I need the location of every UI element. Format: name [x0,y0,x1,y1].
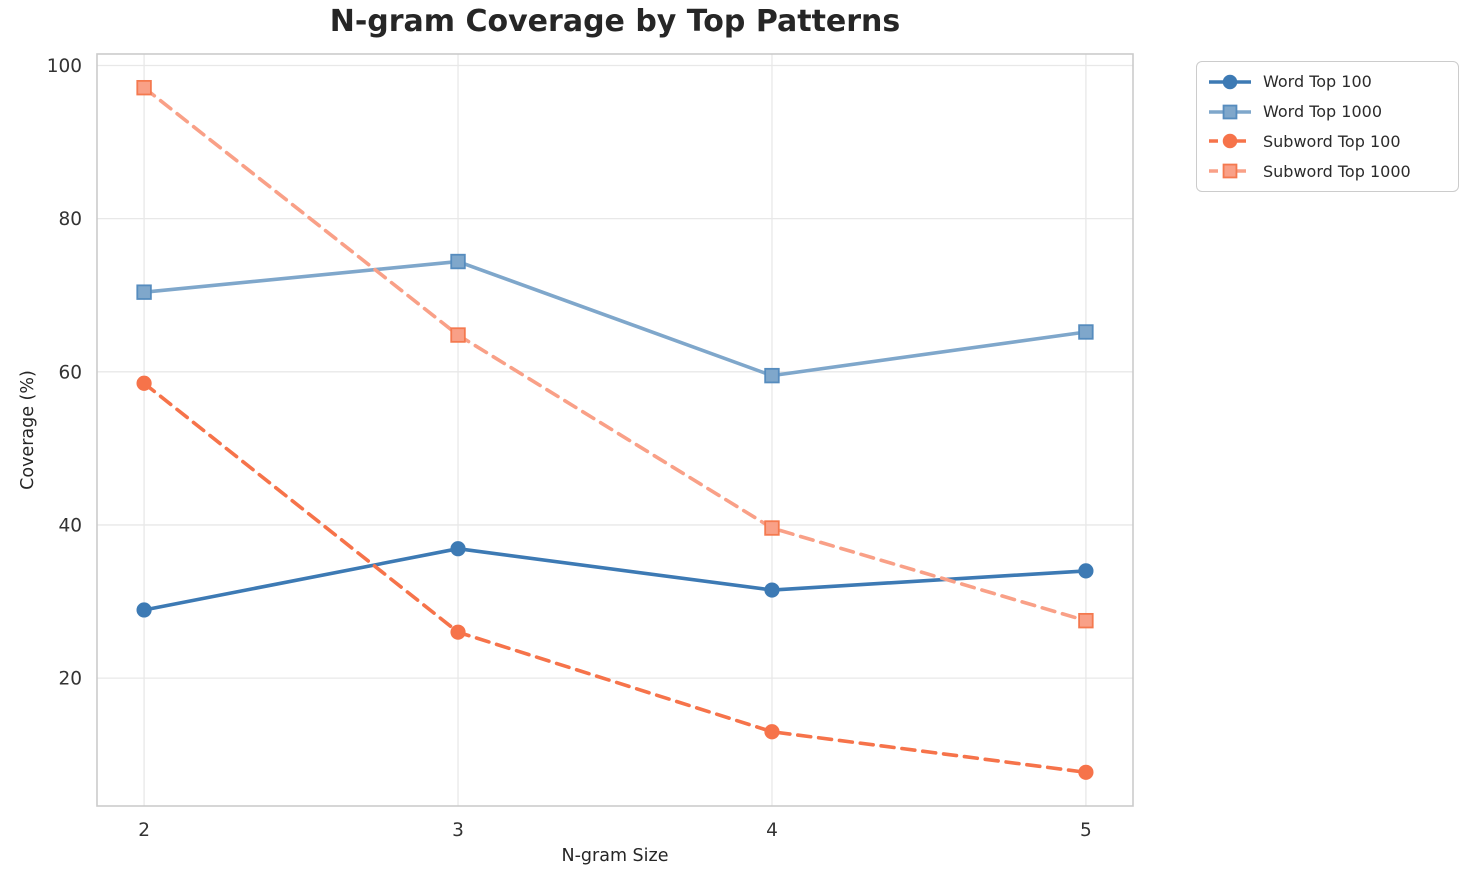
legend-item-subword-top-1000: Subword Top 1000 [1207,157,1448,185]
legend-sample-subword-top-1000 [1209,163,1251,179]
legend-sample-subword-top-100 [1209,134,1251,149]
legend-item-word-top-100: Word Top 100 [1207,68,1448,96]
series-line-word-top-100 [142,546,1088,612]
legend-item-word-top-1000: Word Top 1000 [1207,98,1448,126]
y-tick-label-20: 20 [58,669,82,690]
y-tick-label-100: 100 [47,56,82,77]
chart-title: N-gram Coverage by Top Patterns [329,4,901,39]
marker-subword-top-1000 [1078,612,1094,629]
legend-label: Word Top 1000 [1263,102,1383,122]
legend-label: Word Top 100 [1263,72,1372,92]
legend-sample-word-top-1000 [1209,104,1251,119]
y-tick-label-80: 80 [58,209,82,230]
legend-item-subword-top-100: Subword Top 100 [1207,127,1448,155]
marker-subword-top-1000 [136,79,152,96]
marker-subword-top-1000 [1222,163,1238,179]
marker-word-top-100 [136,602,152,618]
y-tick-label-60: 60 [58,362,82,383]
marker-word-top-1000 [136,284,152,300]
marker-subword-top-1000 [450,327,466,343]
marker-word-top-1000 [764,367,780,384]
marker-word-top-100 [1222,74,1238,90]
marker-subword-top-1000 [764,520,780,536]
marker-word-top-100 [1078,563,1094,579]
y-tick-label-40: 40 [58,515,82,536]
legend-label: Subword Top 100 [1263,131,1401,151]
marker-subword-top-100 [1222,134,1238,149]
x-tick-label-2: 2 [138,820,150,841]
marker-subword-top-100 [1078,764,1094,780]
x-tick-label-5: 5 [1080,820,1092,841]
x-axis-label: N-gram Size [561,846,669,866]
marker-word-top-1000 [1078,324,1094,340]
y-axis-label: Coverage (%) [18,370,38,490]
marker-subword-top-100 [764,724,780,740]
series-line-word-top-1000 [142,259,1088,378]
marker-word-top-100 [764,582,780,598]
marker-word-top-1000 [1222,104,1238,119]
x-tick-label-3: 3 [452,820,464,841]
legend: Word Top 100 Word Top 1000 Subword Top 1… [1196,61,1459,192]
marker-word-top-1000 [450,253,466,270]
legend-label: Subword Top 1000 [1263,161,1411,181]
x-tick-label-4: 4 [766,820,778,841]
series-line-subword-top-100 [142,381,1088,775]
marker-word-top-100 [450,541,466,557]
series-line-subword-top-1000 [142,85,1088,623]
plot-frame [96,53,1134,807]
marker-subword-top-100 [450,624,466,640]
legend-sample-word-top-100 [1209,74,1251,90]
marker-subword-top-100 [136,375,152,391]
